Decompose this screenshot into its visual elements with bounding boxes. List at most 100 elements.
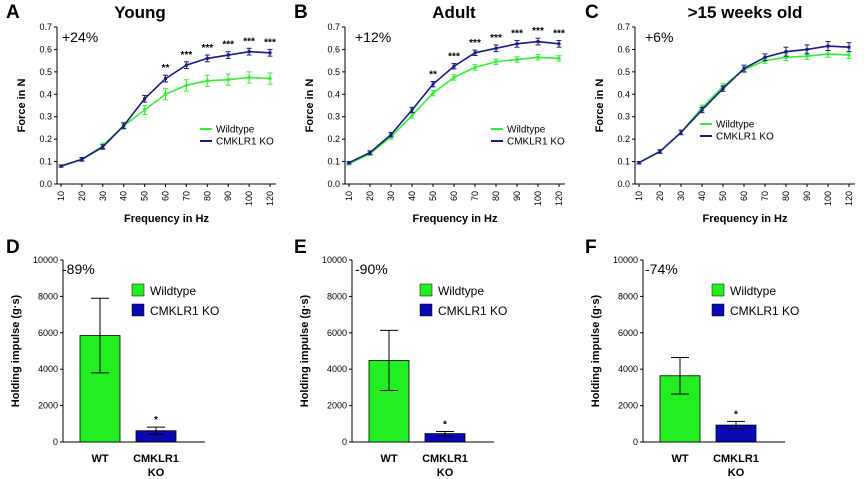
data-point xyxy=(536,40,540,44)
legend-swatch-wildtype xyxy=(711,283,725,297)
data-point xyxy=(143,97,147,101)
data-point xyxy=(805,47,809,51)
y-tick-label: 0.2 xyxy=(617,134,630,144)
y-tick-label: 0 xyxy=(342,437,347,447)
x-tick-label: 80 xyxy=(491,191,501,201)
x-tick-label: 40 xyxy=(407,191,417,201)
data-point xyxy=(536,55,540,59)
x-tick-label: 10 xyxy=(344,191,354,201)
data-point xyxy=(805,54,809,58)
y-tick-label: 0.7 xyxy=(327,22,340,32)
x-tick-label: 30 xyxy=(386,191,396,201)
data-point xyxy=(164,92,167,96)
data-point xyxy=(494,46,498,50)
data-point xyxy=(784,50,788,54)
x-tick-label: 50 xyxy=(428,191,438,201)
y-tick-label: 0.5 xyxy=(327,67,340,77)
legend-label-wildtype: Wildtype xyxy=(438,284,484,298)
legend-swatch-ko xyxy=(131,303,145,317)
y-tick-label: 0.3 xyxy=(327,112,340,122)
line-panel-a: A Young +24% 0.0 0.1 0.2 0.3 0.4 0.5 0.6 0.7 10 20 30… xyxy=(6,2,276,225)
data-point xyxy=(268,77,272,81)
category-label: CMKLR1 KO xyxy=(713,453,759,479)
x-tick-label: 100 xyxy=(533,191,543,206)
y-axis-label: Force in N xyxy=(304,79,316,133)
data-point xyxy=(826,44,830,48)
legend-swatch-ko xyxy=(419,303,433,317)
data-point xyxy=(784,55,788,59)
y-tick-label: 6000 xyxy=(327,328,347,338)
data-point xyxy=(515,58,519,62)
x-tick-label: 120 xyxy=(554,191,564,206)
y-axis-label: Holding impulse (g·s) xyxy=(10,294,22,407)
y-tick-label: 10000 xyxy=(33,255,58,265)
data-point xyxy=(226,53,230,57)
x-tick-label: 60 xyxy=(449,191,459,201)
legend-swatch-wildtype xyxy=(131,283,145,297)
data-point xyxy=(205,56,209,60)
x-tick-label: 90 xyxy=(802,191,812,201)
y-tick-label: 0.3 xyxy=(39,112,52,122)
significance-stars: *** xyxy=(201,43,213,54)
data-point xyxy=(557,42,561,46)
x-tick-label: 40 xyxy=(697,191,707,201)
data-point xyxy=(847,45,851,49)
x-tick-label: 100 xyxy=(823,191,833,206)
significance-stars: ** xyxy=(162,63,170,74)
x-tick-label: 90 xyxy=(223,191,233,201)
percent-change: +6% xyxy=(645,29,673,45)
y-tick-label: 0.0 xyxy=(617,179,630,189)
panel-title: Adult xyxy=(432,3,476,22)
legend-label-wildtype: Wildtype xyxy=(216,125,255,136)
y-tick-label: 0.6 xyxy=(327,44,340,54)
data-point xyxy=(247,50,251,54)
y-tick-label: 4000 xyxy=(327,364,347,374)
data-point xyxy=(473,65,477,69)
category-label: CMKLR1 KO xyxy=(133,453,179,479)
y-tick-label: 2000 xyxy=(38,401,58,411)
data-point xyxy=(742,66,746,70)
legend-label-wildtype: Wildtype xyxy=(716,120,755,131)
legend-label-wildtype: Wildtype xyxy=(730,284,776,298)
significance-stars: *** xyxy=(243,36,255,47)
legend-label-wildtype: Wildtype xyxy=(507,125,546,136)
data-point xyxy=(226,78,230,82)
x-tick-label: 50 xyxy=(140,191,150,201)
y-tick-label: 2000 xyxy=(327,401,347,411)
y-tick-label: 4000 xyxy=(38,364,58,374)
data-point xyxy=(59,164,63,168)
significance-stars: *** xyxy=(553,28,565,39)
x-tick-label: 40 xyxy=(119,191,129,201)
y-tick-label: 0.4 xyxy=(327,89,340,99)
data-point xyxy=(700,108,704,112)
data-point xyxy=(658,149,662,153)
panel-letter: E xyxy=(294,237,307,258)
y-tick-label: 0.0 xyxy=(327,179,340,189)
x-tick-label: 20 xyxy=(77,191,87,201)
x-tick-label: 60 xyxy=(739,191,749,201)
significance-stars: *** xyxy=(448,52,460,63)
x-tick-label: 70 xyxy=(181,191,191,201)
y-tick-label: 0.4 xyxy=(39,89,52,99)
percent-change: -74% xyxy=(645,261,678,277)
x-axis-label: Frequency in Hz xyxy=(124,213,209,225)
legend-label-wildtype: Wildtype xyxy=(150,284,196,298)
data-point xyxy=(763,55,767,59)
x-tick-label: 80 xyxy=(781,191,791,201)
panel-letter: B xyxy=(294,2,308,23)
y-tick-label: 0 xyxy=(53,437,58,447)
data-point xyxy=(80,157,84,161)
x-tick-label: 70 xyxy=(470,191,480,201)
significance-stars: *** xyxy=(264,37,276,48)
x-tick-label: 30 xyxy=(98,191,108,201)
x-tick-label: 80 xyxy=(202,191,212,201)
x-tick-label: 120 xyxy=(265,191,275,206)
y-axis-label: Force in N xyxy=(594,79,606,133)
x-tick-label: 100 xyxy=(244,191,254,206)
y-tick-label: 6000 xyxy=(618,328,638,338)
panel-letter: C xyxy=(585,2,599,23)
significance-stars: ** xyxy=(429,70,437,81)
data-point xyxy=(679,130,683,134)
percent-change: -90% xyxy=(355,261,388,277)
